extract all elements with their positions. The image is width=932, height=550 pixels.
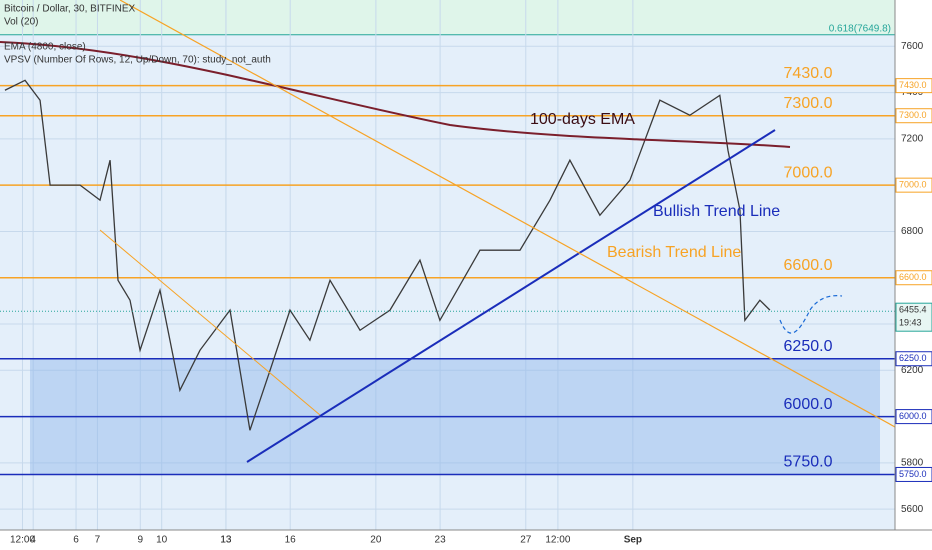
x-tick-label: 13	[220, 535, 232, 546]
price-line	[4, 79, 771, 431]
x-tick-label: 27	[520, 535, 532, 546]
axis-level-label: 6600.0	[899, 272, 927, 282]
y-tick-label: 5800	[901, 458, 924, 469]
level-label: 7300.0	[784, 95, 833, 112]
x-tick-label: 9	[137, 535, 143, 546]
axis-level-label: 7430.0	[899, 80, 927, 90]
x-tick-label: 16	[285, 535, 297, 546]
x-tick-label: 13	[220, 535, 232, 546]
bearish-trend-line	[119, 0, 896, 428]
x-tick-label: 12:00	[545, 535, 570, 546]
bullish-trend-line	[246, 129, 776, 463]
axis-level-box	[895, 108, 932, 124]
level-label: 7430.0	[784, 65, 833, 82]
x-tick-label: 10	[156, 535, 168, 546]
y-tick-label: 6800	[901, 226, 924, 237]
x-tick-label: 12:00	[10, 535, 35, 546]
y-tick-label: 7600	[901, 41, 924, 52]
marks	[0, 79, 895, 476]
axis-level-label: 6250.0	[899, 353, 927, 363]
trend-line	[99, 229, 321, 416]
x-tick-label: 23	[435, 535, 447, 546]
x-tick-label: 7	[95, 535, 101, 546]
axis-level-label: 7000.0	[899, 180, 927, 190]
annotation: Bullish Trend Line	[653, 203, 780, 220]
annotation: 100-days EMA	[530, 111, 635, 128]
last-price-time: 19:43	[899, 318, 922, 328]
axis-level-box	[895, 270, 932, 286]
axis-level-box	[895, 409, 932, 425]
y-tick-label: 6200	[901, 365, 924, 376]
axis-level-label: 7300.0	[899, 110, 927, 120]
header-line: VPSV (Number Of Rows, 12, Up/Down, 70): …	[4, 55, 271, 66]
axis-level-label: 6000.0	[899, 411, 927, 421]
axis-level-box	[895, 177, 932, 193]
ema-line	[0, 41, 791, 148]
level-label: 6250.0	[784, 338, 833, 355]
axis-level-label: 5750.0	[899, 469, 927, 479]
axis-level-box	[895, 466, 932, 482]
level-label: 5750.0	[784, 454, 833, 471]
y-tick-label: 5600	[901, 504, 924, 515]
fib-label: 0.618(7649.8)	[829, 23, 891, 34]
x-tick-label: 4	[30, 535, 36, 546]
projection	[779, 295, 843, 334]
axis-level-box	[895, 351, 932, 367]
last-price-box	[895, 302, 932, 332]
level-label: 6600.0	[784, 257, 833, 274]
annotation: Bearish Trend Line	[607, 244, 741, 261]
level-label: 6000.0	[784, 396, 833, 413]
fib-zone	[0, 0, 895, 35]
x-tick-label: 6	[73, 535, 79, 546]
axis-level-box	[895, 78, 932, 94]
level-label: 7000.0	[784, 164, 833, 181]
plot-background	[0, 0, 895, 530]
last-price-label: 6455.4	[899, 305, 927, 315]
header-line: EMA (4800, close)	[4, 42, 86, 53]
header-line: Vol (20)	[4, 17, 38, 28]
x-tick-label: Sep	[624, 535, 642, 546]
x-tick-label: 20	[370, 535, 382, 546]
header-line: Bitcoin / Dollar, 30, BITFINEX	[4, 4, 135, 15]
y-tick-label: 7200	[901, 134, 924, 145]
